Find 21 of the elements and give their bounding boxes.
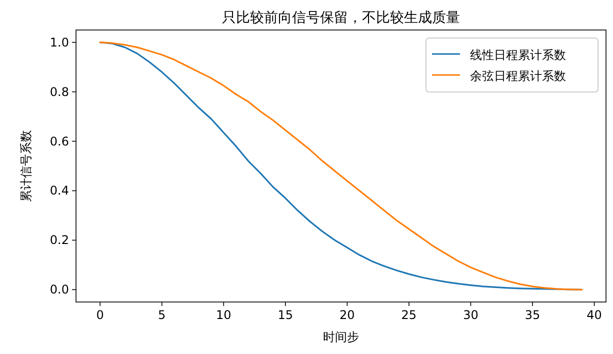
y-tick-label: 0.8 bbox=[50, 84, 69, 99]
legend-label: 线性日程累计系数 bbox=[470, 48, 566, 62]
y-tick-label: 0.2 bbox=[50, 233, 69, 248]
x-tick-label: 30 bbox=[463, 308, 478, 322]
chart-title: 只比较前向信号保留，不比较生成质量 bbox=[222, 10, 460, 26]
x-tick-label: 15 bbox=[278, 308, 294, 322]
y-tick-label: 1.0 bbox=[50, 35, 69, 50]
x-tick-label: 40 bbox=[586, 308, 602, 322]
x-tick-label: 5 bbox=[158, 308, 166, 322]
y-axis-title: 累计信号系数 bbox=[19, 130, 33, 202]
x-tick-label: 20 bbox=[340, 308, 355, 322]
x-tick-label: 25 bbox=[401, 308, 417, 322]
x-tick-label: 10 bbox=[216, 308, 232, 322]
y-tick-label: 0.4 bbox=[50, 184, 69, 198]
x-tick-label: 35 bbox=[524, 308, 540, 322]
y-tick-label: 0.6 bbox=[50, 134, 69, 148]
x-axis-title: 时间步 bbox=[323, 330, 359, 344]
x-tick-label: 0 bbox=[96, 308, 104, 322]
line-series bbox=[99, 42, 583, 290]
y-tick-label: 0.0 bbox=[50, 282, 69, 297]
legend-label: 余弦日程累计系数 bbox=[470, 69, 566, 83]
